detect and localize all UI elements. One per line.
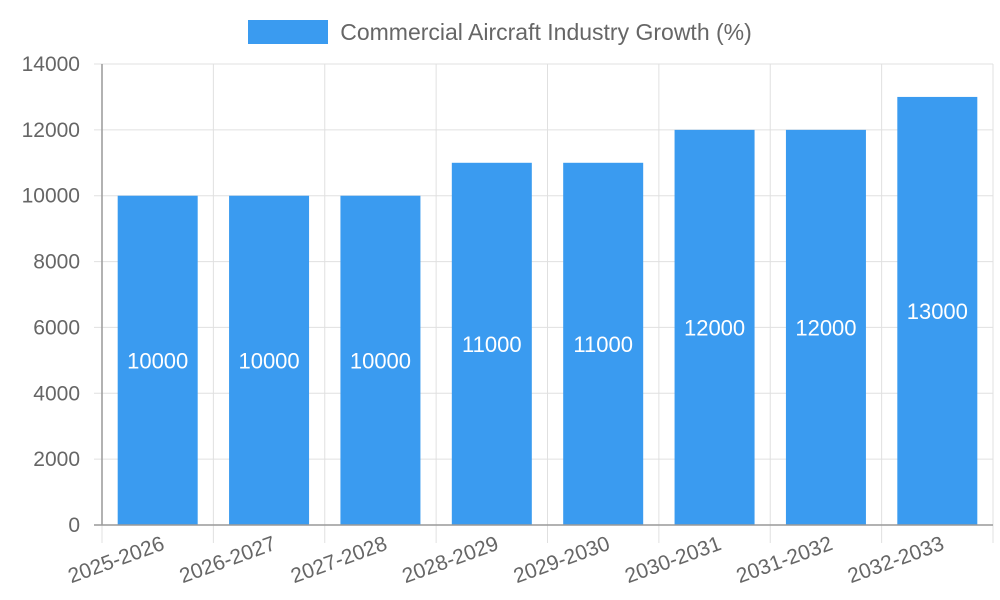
y-tick-label: 10000 xyxy=(22,185,80,208)
y-tick-label: 0 xyxy=(68,514,80,537)
x-tick-label: 2032-2033 xyxy=(845,532,947,588)
x-tick-label: 2027-2028 xyxy=(288,532,390,588)
bar xyxy=(785,129,866,525)
chart-legend[interactable]: Commercial Aircraft Industry Growth (%) xyxy=(0,18,1000,46)
y-tick-label: 2000 xyxy=(33,448,80,471)
y-tick-label: 6000 xyxy=(33,316,80,339)
x-tick-label: 2025-2026 xyxy=(65,532,167,588)
bar-value-label: 10000 xyxy=(238,348,299,373)
bar-value-label: 12000 xyxy=(684,315,745,340)
bar xyxy=(451,162,532,526)
bar-value-label: 10000 xyxy=(127,348,188,373)
y-tick-label: 8000 xyxy=(33,251,80,274)
x-tick-label: 2030-2031 xyxy=(622,532,724,588)
bar xyxy=(674,129,755,525)
bar xyxy=(340,195,421,525)
x-tick-label: 2028-2029 xyxy=(399,532,501,588)
bar-value-label: 11000 xyxy=(573,332,633,357)
x-tick-label: 2029-2030 xyxy=(511,532,613,588)
bar-value-label: 10000 xyxy=(350,348,411,373)
y-tick-label: 4000 xyxy=(33,382,80,405)
bar-value-label: 13000 xyxy=(907,299,968,324)
bar xyxy=(117,195,198,525)
bar xyxy=(897,96,978,525)
bar-value-label: 12000 xyxy=(795,315,856,340)
bar xyxy=(563,162,644,526)
x-tick-label: 2031-2032 xyxy=(733,532,835,588)
y-tick-label: 14000 xyxy=(22,53,80,76)
y-tick-label: 12000 xyxy=(22,119,80,142)
axes xyxy=(94,64,993,526)
bar xyxy=(229,195,310,525)
bar-value-label: 11000 xyxy=(462,332,522,357)
legend-swatch xyxy=(248,20,329,44)
legend-label: Commercial Aircraft Industry Growth (%) xyxy=(340,18,752,45)
bars xyxy=(117,96,978,526)
x-tick-label: 2026-2027 xyxy=(177,532,279,588)
